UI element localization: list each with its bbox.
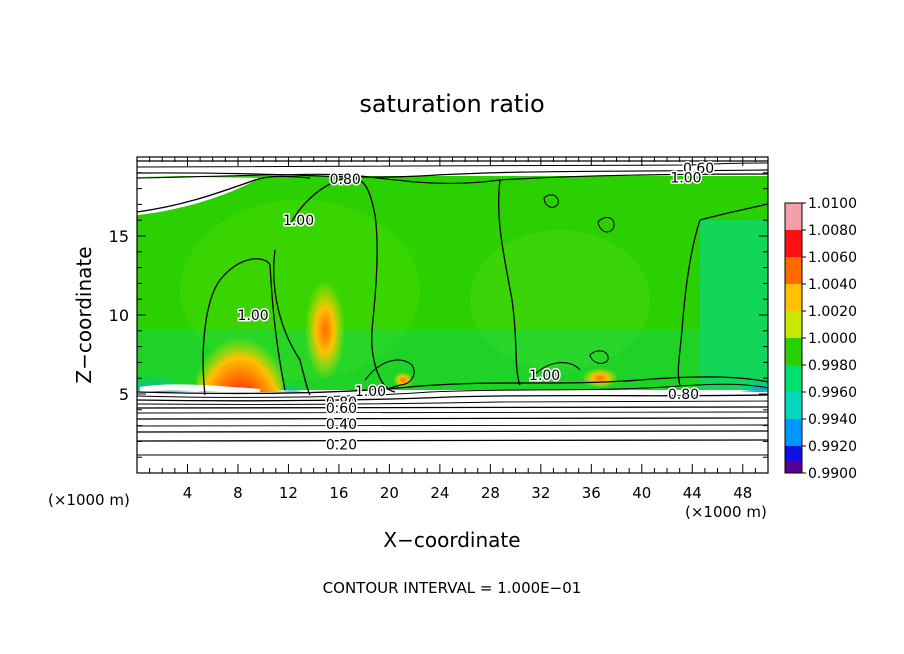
x-tick-label: 20 [380, 484, 399, 502]
colorbar-label: 1.0080 [808, 223, 857, 239]
colorbar-label: 0.9920 [808, 439, 857, 455]
contour-lines [137, 160, 768, 456]
colorbar-label: 1.0040 [808, 277, 857, 293]
colorbar-label: 0.9940 [808, 412, 857, 428]
contour-label: 1.00 [283, 213, 314, 229]
x-tick-label: 8 [233, 484, 243, 502]
contour-label: 0.80 [326, 395, 357, 411]
colorbar-swatch [785, 230, 802, 257]
y-axis-label: Z−coordinate [72, 246, 96, 383]
x-tick-label: 24 [430, 484, 449, 502]
x-tick-label: 12 [279, 484, 298, 502]
colorbar-swatch [785, 419, 802, 446]
contour-label: 0.20 [326, 438, 357, 454]
x-axis-label: X−coordinate [383, 528, 520, 552]
colorbar-label: 1.0100 [808, 196, 857, 212]
y-tick-label: 10 [109, 306, 129, 325]
colorbar-swatch [785, 365, 802, 392]
contour-label: 0.40 [326, 417, 357, 433]
colorbar-swatch [785, 311, 802, 338]
colorbar-label: 0.9900 [808, 466, 857, 482]
colorbar-label: 1.0000 [808, 331, 857, 347]
y-tick-label: 5 [119, 385, 129, 404]
chart-title: saturation ratio [359, 90, 544, 118]
contour-label: 1.00 [355, 384, 386, 400]
warm-plume-center [305, 280, 345, 380]
x-tick-label: 48 [733, 484, 752, 502]
x-tick-label: 32 [531, 484, 550, 502]
contour-label: 1.00 [529, 368, 560, 384]
x-tick-label: 36 [582, 484, 601, 502]
field-heatmap [137, 157, 768, 473]
x-unit-note-left: (×1000 m) [48, 491, 130, 509]
contour-label: 1.00 [670, 171, 701, 187]
colorbar: 1.0100 1.0080 1.0060 1.0040 1.0020 1.0000 0.99… [784, 196, 857, 482]
contour-label: 0.80 [668, 387, 699, 403]
colorbar-swatch [785, 284, 802, 311]
colorbar-label: 0.9960 [808, 385, 857, 401]
colorbar-swatch [785, 338, 802, 365]
contour-label: 0.60 [326, 401, 357, 417]
colorbar-label: 1.0060 [808, 250, 857, 266]
contour-label: 0.60 [683, 161, 714, 177]
colorbar-label: 1.0020 [808, 304, 857, 320]
x-tick-label: 28 [481, 484, 500, 502]
y-tick-label: 15 [109, 227, 129, 246]
x-tick-label: 4 [183, 484, 193, 502]
contour-label: 1.00 [238, 308, 269, 324]
contour-labels: 0.601.000.801.001.001.001.00 0.800.800.60… [236, 160, 716, 456]
y-axis: 5 10 15 [109, 172, 768, 458]
x-unit-note-right: (×1000 m) [685, 503, 767, 521]
colorbar-swatch [785, 257, 802, 284]
x-tick-label: 44 [683, 484, 702, 502]
x-tick-label: 40 [632, 484, 651, 502]
colorbar-swatch [785, 392, 802, 419]
x-tick-label: 16 [329, 484, 348, 502]
colorbar-swatch [785, 203, 802, 230]
contour-label: 0.80 [330, 172, 361, 188]
contour-interval-note: CONTOUR INTERVAL = 1.000E−01 [323, 579, 582, 597]
colorbar-swatch [785, 460, 802, 473]
colorbar-label: 0.9980 [808, 358, 857, 374]
x-axis: 4 8 12 16 20 24 28 32 36 40 44 48 [149, 157, 756, 502]
